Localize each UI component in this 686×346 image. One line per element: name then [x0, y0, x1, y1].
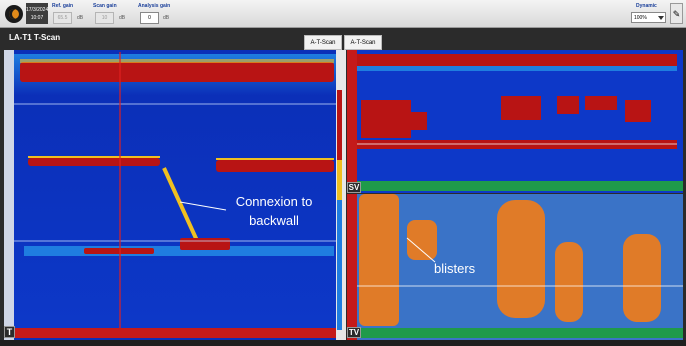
- annotation-connexion: Connexion to backwall: [235, 194, 313, 228]
- mid-reflector-left-edge: [28, 156, 160, 158]
- dynamic-value: 100%: [634, 15, 647, 21]
- top-toolbar: 17/3/2024 10:07 Ref. gain 65.5 dB Scan g…: [0, 0, 686, 28]
- scan-gain-field[interactable]: 10: [95, 12, 114, 24]
- dynamic-select[interactable]: 100%: [631, 12, 666, 23]
- annotation-blisters: blisters: [434, 261, 476, 276]
- s-view-index-ruler: [357, 181, 683, 191]
- tv-blister-1: [497, 200, 545, 318]
- analysis-gain-unit: dB: [163, 15, 170, 21]
- s-view-surface-echo: [357, 54, 677, 66]
- s-view-defect-5: [585, 96, 617, 110]
- time-text: 10:07: [30, 15, 44, 21]
- connexion-pointer-line: [179, 201, 227, 211]
- sv-view-label: SV: [347, 182, 361, 193]
- scan-gain-label: Scan gain: [93, 3, 117, 9]
- app-logo-icon: [5, 5, 23, 23]
- s-view-defect-2: [407, 112, 427, 130]
- annotation-connexion-pointer: [179, 201, 227, 211]
- tv-view-label: TV: [347, 327, 361, 338]
- t-scan-index-ruler: [14, 328, 336, 338]
- s-view-panel[interactable]: [347, 50, 683, 193]
- tool-button[interactable]: ✎: [670, 3, 683, 24]
- dynamic-label: Dynamic: [636, 3, 657, 9]
- surface-echo-edge: [20, 59, 334, 63]
- tool-icon: ✎: [672, 9, 681, 19]
- s-view-surface-edge: [357, 66, 677, 71]
- mid-reflector-right: [216, 160, 334, 172]
- annotation-blisters-pointer: [406, 237, 436, 263]
- ref-gain-unit: dB: [77, 15, 84, 21]
- tab-a-t-scan-1[interactable]: A-T-Scan: [304, 35, 342, 50]
- color-scale-high: [337, 90, 342, 160]
- s-view-defect-3: [501, 96, 541, 120]
- t-scan-depth-ruler: [4, 50, 14, 340]
- bottom-strip: [0, 340, 686, 346]
- date-time-box: 17/3/2024 10:07: [26, 3, 48, 24]
- color-scale-mid: [337, 160, 342, 200]
- t-view-label: T: [4, 326, 15, 338]
- backwall-echo-left: [84, 248, 154, 254]
- scan-gain-unit: dB: [119, 15, 126, 21]
- s-view-defect-6: [625, 100, 651, 122]
- tab-a-t-scan-2[interactable]: A-T-Scan: [344, 35, 382, 50]
- s-view-defect-4: [557, 96, 579, 114]
- ref-gain-label: Ref. gain: [52, 3, 74, 9]
- backwall-echo-center: [180, 238, 230, 250]
- analysis-gain-field[interactable]: 0: [140, 12, 159, 24]
- blisters-pointer-line: [406, 237, 436, 263]
- tv-depth-ruler: [347, 194, 357, 340]
- date-text: 17/3/2024: [26, 7, 49, 13]
- tv-blister-region-left: [359, 194, 399, 326]
- ref-gain-field[interactable]: 65.5: [53, 12, 72, 24]
- backwall-band: [24, 246, 334, 256]
- tv-blister-2: [555, 242, 583, 322]
- t-scan-panel[interactable]: [4, 50, 346, 340]
- chevron-down-icon: [658, 16, 664, 20]
- color-scale-bar: [337, 90, 342, 330]
- analysis-gain-label: Analysis gain: [138, 3, 171, 9]
- s-view-defect-1: [361, 100, 411, 138]
- s-view-backwall-echo: [357, 140, 677, 149]
- mid-reflector-left: [28, 158, 160, 166]
- mid-reflector-right-edge: [216, 158, 334, 160]
- surface-echo-band: [20, 62, 334, 82]
- s-view-depth-ruler: [347, 50, 357, 193]
- tv-blister-3: [623, 234, 661, 322]
- tv-index-ruler: [357, 328, 683, 338]
- tv-blister-small: [407, 220, 437, 260]
- connexion-echo: [162, 167, 201, 246]
- scan-title: LA-T1 T-Scan: [9, 33, 61, 42]
- tv-panel[interactable]: [347, 194, 683, 340]
